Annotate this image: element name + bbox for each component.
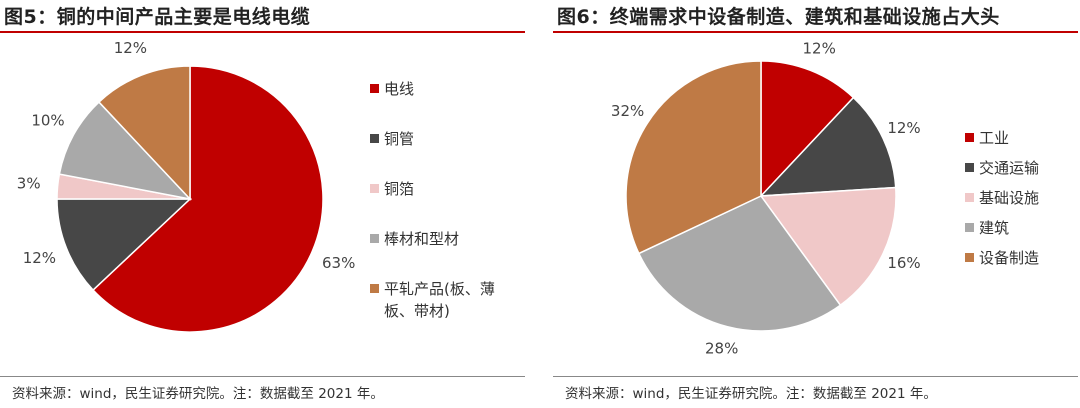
chart-title: 图6：终端需求中设备制造、建筑和基础设施占大头 bbox=[557, 6, 1000, 28]
chart-panel-copy-intermediate-products: 图5：铜的中间产品主要是电线电缆 63% 12% 3% 10% 12% 电线铜管铜箔棒材… bbox=[0, 0, 525, 408]
pie-slice-5 bbox=[97, 65, 191, 201]
legend-item: 交通运输 bbox=[965, 158, 1075, 188]
pie-slice-5 bbox=[625, 60, 762, 255]
pie-slice-3 bbox=[759, 186, 897, 307]
legend-item: 铜箔 bbox=[370, 178, 520, 228]
slice-value-label: 12% bbox=[803, 40, 836, 58]
slice-value-label: 16% bbox=[887, 254, 920, 272]
legend-swatch bbox=[370, 284, 379, 293]
pie-chart-end-demand: 12% 12% 16% 28% 32% bbox=[611, 40, 921, 358]
chart-legend: 电线铜管铜箔棒材和型材平轧产品(板、薄板、带材) bbox=[370, 78, 520, 328]
pie-slice-1 bbox=[760, 60, 855, 198]
legend-label: 铜管 bbox=[384, 130, 415, 148]
legend-swatch bbox=[965, 163, 974, 172]
slice-value-label: 3% bbox=[17, 174, 41, 192]
legend-label: 基础设施 bbox=[979, 189, 1040, 207]
legend-item: 设备制造 bbox=[965, 248, 1075, 278]
legend-swatch bbox=[965, 223, 974, 232]
chart-legend: 工业交通运输基础设施建筑设备制造 bbox=[965, 128, 1075, 278]
legend-item: 建筑 bbox=[965, 218, 1075, 248]
legend-swatch bbox=[965, 253, 974, 262]
pie-slice-4 bbox=[58, 100, 193, 201]
legend-item: 基础设施 bbox=[965, 188, 1075, 218]
pie-slice-2 bbox=[759, 96, 897, 197]
slice-value-label: 28% bbox=[705, 340, 738, 358]
legend-label: 电线 bbox=[384, 80, 415, 98]
legend-label: 铜箔 bbox=[384, 180, 415, 198]
source-divider bbox=[0, 376, 525, 377]
legend-item: 电线 bbox=[370, 78, 520, 128]
slice-value-label: 12% bbox=[23, 249, 56, 267]
pie-slice-2 bbox=[56, 198, 192, 292]
chart-title: 图5：铜的中间产品主要是电线电缆 bbox=[4, 6, 311, 28]
slice-value-label: 32% bbox=[611, 102, 644, 120]
source-note: 资料来源：wind，民生证券研究院。注：数据截至 2021 年。 bbox=[565, 386, 937, 402]
legend-swatch bbox=[370, 234, 379, 243]
legend-item: 铜管 bbox=[370, 128, 520, 178]
legend-label: 棒材和型材 bbox=[384, 230, 460, 248]
legend-item: 平轧产品(板、薄板、带材) bbox=[370, 278, 520, 328]
pie-slice-1 bbox=[91, 65, 324, 333]
source-note: 资料来源：wind，民生证券研究院。注：数据截至 2021 年。 bbox=[12, 386, 384, 402]
title-divider bbox=[553, 31, 1078, 33]
slice-value-label: 12% bbox=[114, 39, 147, 57]
chart-panel-end-demand: 图6：终端需求中设备制造、建筑和基础设施占大头 12% 12% 16% 28% 32% … bbox=[553, 0, 1078, 408]
legend-swatch bbox=[370, 84, 379, 93]
source-divider bbox=[553, 376, 1078, 377]
pie-slice-4 bbox=[637, 195, 842, 332]
legend-label: 建筑 bbox=[979, 219, 1010, 237]
legend-swatch bbox=[965, 133, 974, 142]
legend-label: 工业 bbox=[979, 129, 1010, 147]
legend-label: 设备制造 bbox=[979, 249, 1040, 267]
legend-item: 棒材和型材 bbox=[370, 228, 520, 278]
legend-swatch bbox=[370, 184, 379, 193]
legend-item: 工业 bbox=[965, 128, 1075, 158]
slice-value-label: 10% bbox=[31, 112, 64, 130]
slice-value-label: 12% bbox=[887, 119, 920, 137]
legend-label: 平轧产品(板、薄板、带材) bbox=[384, 280, 495, 320]
legend-swatch bbox=[370, 134, 379, 143]
legend-swatch bbox=[965, 193, 974, 202]
legend-label: 交通运输 bbox=[979, 159, 1040, 177]
pie-chart-intermediate-products: 63% 12% 3% 10% 12% bbox=[17, 39, 355, 333]
slice-value-label: 63% bbox=[322, 254, 355, 272]
title-divider bbox=[0, 31, 525, 33]
